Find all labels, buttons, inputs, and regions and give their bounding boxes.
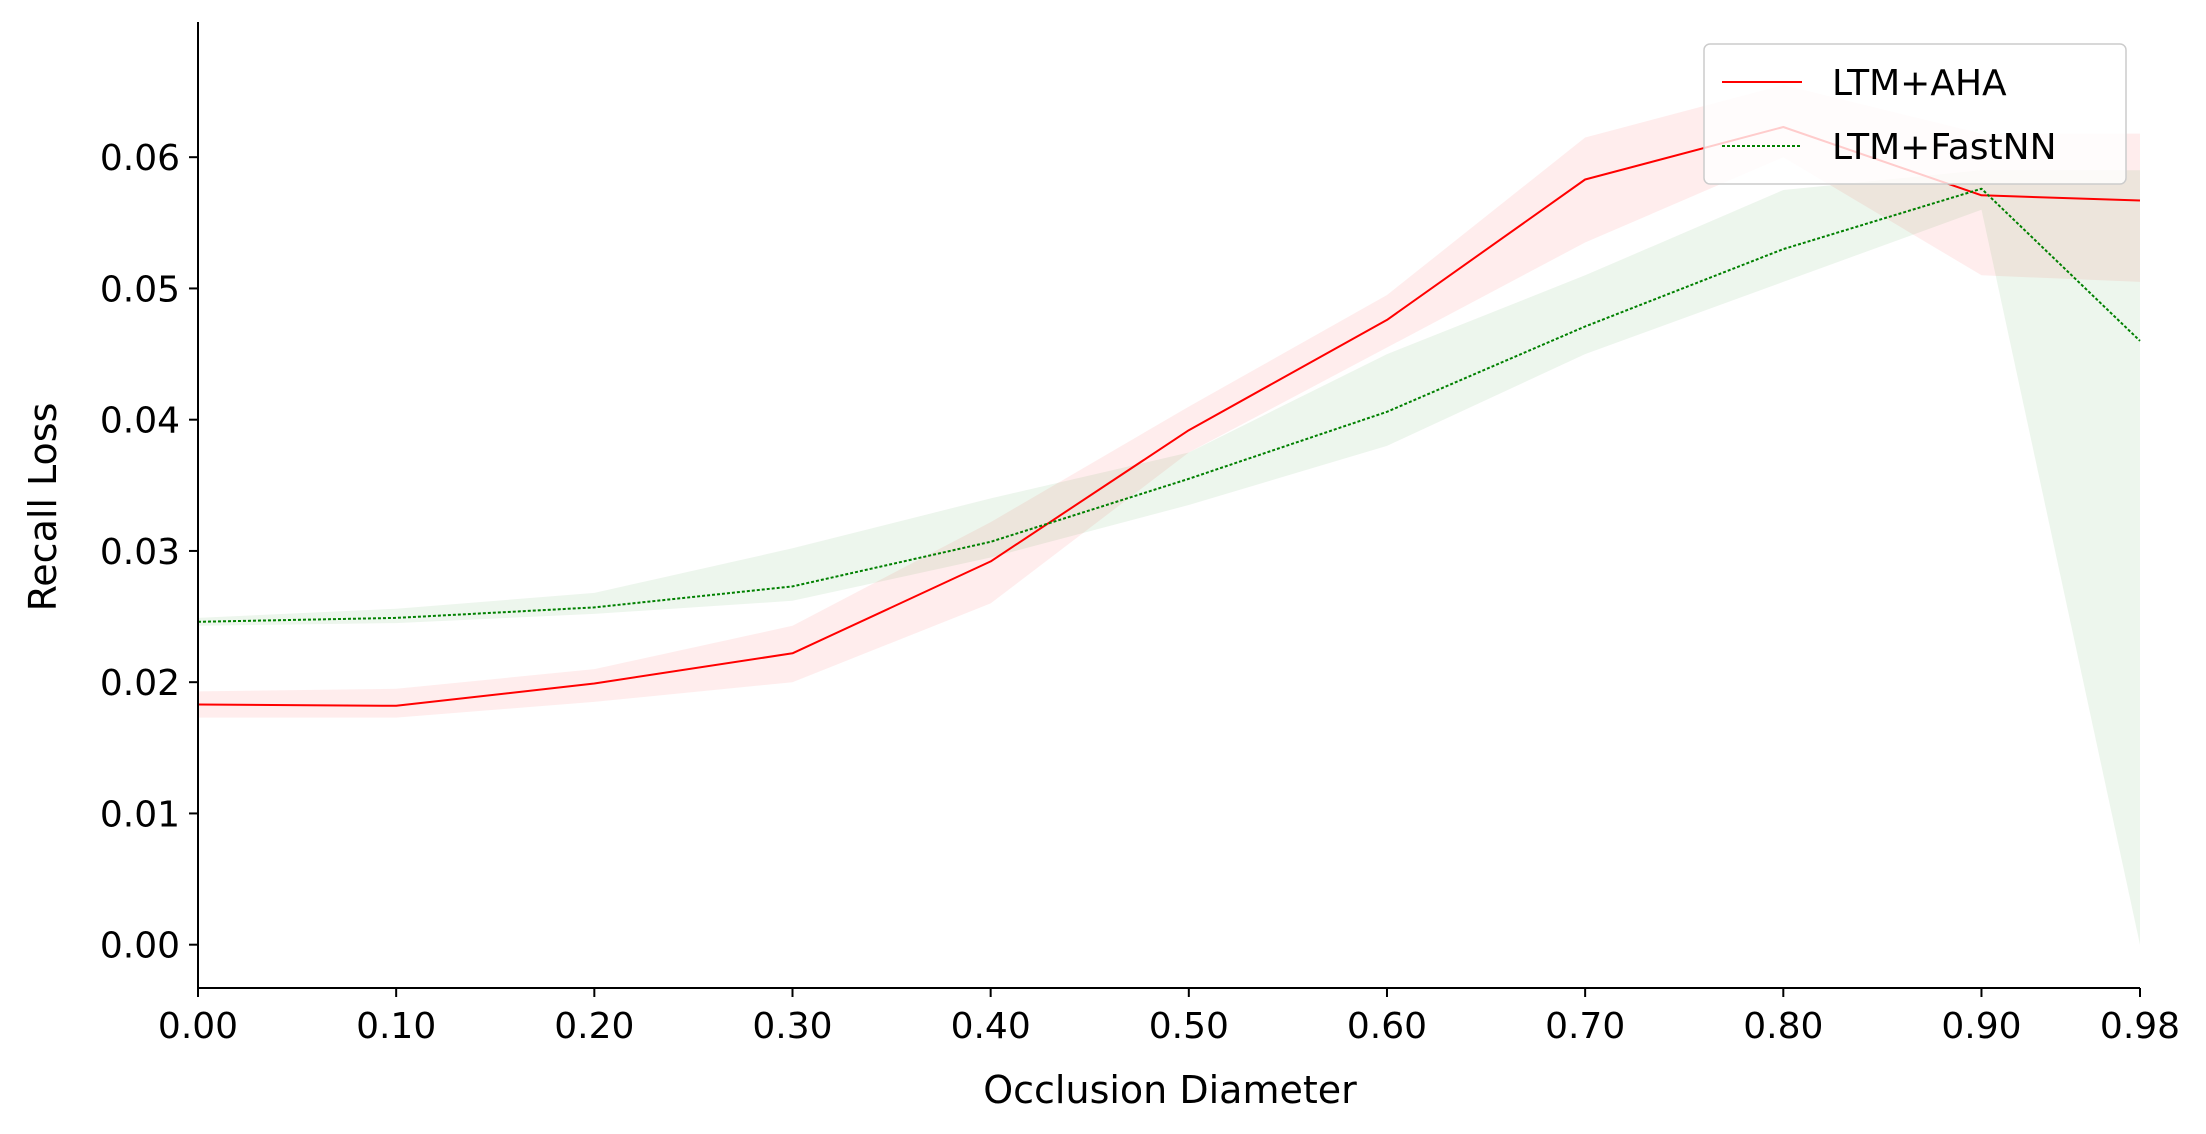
x-tick-label: 0.60	[1347, 1006, 1427, 1047]
confidence-bands	[198, 85, 2140, 945]
legend-box	[1703, 43, 2127, 185]
axes	[197, 22, 2140, 989]
x-tick-label: 0.90	[1941, 1006, 2021, 1047]
x-axis-title: Occlusion Diameter	[983, 1068, 1357, 1112]
x-tick-label: 0.20	[554, 1006, 634, 1047]
y-axis-ticks: 0.00 0.01 0.02 0.03 0.04 0.05 0.06	[100, 138, 198, 967]
x-tick-label: 0.80	[1743, 1006, 1823, 1047]
band-ltm-fastnn	[198, 170, 2140, 945]
y-axis-title: Recall Loss	[21, 403, 65, 612]
y-tick-label: 0.02	[100, 663, 180, 704]
legend: LTM+AHA LTM+FastNN	[1703, 43, 2127, 185]
y-tick-label: 0.05	[100, 269, 180, 310]
x-tick-label: 0.50	[1149, 1006, 1229, 1047]
x-tick-label: 0.70	[1545, 1006, 1625, 1047]
x-tick-label: 0.40	[951, 1006, 1031, 1047]
y-tick-label: 0.01	[100, 794, 180, 835]
x-tick-label: 0.00	[158, 1006, 238, 1047]
y-tick-label: 0.06	[100, 138, 180, 179]
legend-label-ltm-fastnn: LTM+FastNN	[1832, 127, 2057, 168]
y-tick-label: 0.00	[100, 926, 180, 967]
x-axis-ticks: 0.00 0.10 0.20 0.30 0.40 0.50 0.60 0.70 0.80 0.90…	[158, 988, 2180, 1047]
x-tick-label: 0.98	[2100, 1006, 2180, 1047]
x-tick-label: 0.30	[752, 1006, 832, 1047]
legend-label-ltm-aha: LTM+AHA	[1832, 63, 2007, 104]
y-tick-label: 0.03	[100, 532, 180, 573]
series-line-ltm-fastnn	[197, 187, 2141, 623]
x-tick-label: 0.10	[356, 1006, 436, 1047]
y-tick-label: 0.04	[100, 401, 180, 442]
